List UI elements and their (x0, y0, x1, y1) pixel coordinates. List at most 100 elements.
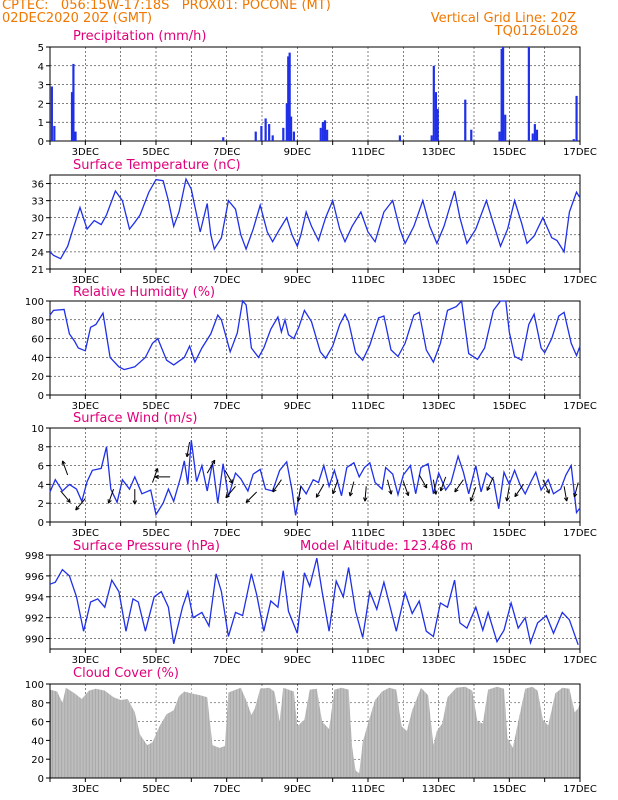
wind-arrow-head (134, 500, 137, 505)
cloud-ytick-label: 20 (31, 755, 44, 766)
precip-xtick-label: 15DEC (492, 147, 526, 158)
temperature-ytick-label: 33 (31, 197, 44, 208)
wind-arrow-shaft (573, 482, 579, 498)
precip-bar (436, 109, 439, 141)
precip-bar (575, 95, 578, 141)
wind-arrow-head (132, 500, 136, 505)
temperature-series-line (49, 177, 581, 260)
pressure-xtick-label: 17DEC (563, 655, 597, 666)
model-altitude: Model Altitude: 123.486 m (300, 539, 473, 554)
temperature-ytick-label: 24 (31, 248, 44, 259)
wind-arrow-head (154, 476, 159, 480)
precip-bar (74, 131, 77, 141)
precip-bar (533, 124, 536, 141)
precip-xtick-label: 11DEC (351, 147, 385, 158)
wind-arrow-shaft (364, 486, 367, 502)
precip-bar (268, 124, 271, 141)
wind-arrow-head (154, 474, 159, 478)
humidity-ytick-label: 40 (31, 353, 44, 364)
precip-frame (49, 46, 581, 142)
temperature-xtick-label: 5DEC (142, 275, 169, 286)
wind-xtick-label: 9DEC (284, 528, 311, 539)
cloud-ytick-label: 0 (38, 774, 44, 785)
wind-arrow-head (228, 480, 233, 484)
wind-arrow-shaft (151, 468, 159, 483)
precip-bar (53, 125, 56, 141)
pressure-title: Surface Pressure (hPa) (73, 539, 220, 554)
wind-arrow-shaft (297, 486, 302, 502)
precip-bar (572, 139, 575, 141)
wind-arrow-shaft (224, 470, 233, 484)
wind-ytick-label: 8 (38, 443, 44, 454)
pressure-ytick-label: 998 (25, 551, 44, 562)
wind-arrow-head (390, 490, 393, 495)
wind-arrow-shaft (454, 479, 464, 493)
cloud-xtick-label: 13DEC (422, 784, 456, 795)
wind-arrow-shaft (62, 460, 69, 476)
precip-bar (285, 103, 288, 141)
cloud-ytick-label: 80 (31, 699, 44, 710)
precip-bar (535, 129, 539, 141)
temperature-xtick-label: 17DEC (563, 275, 597, 286)
precip-bar (430, 135, 433, 141)
wind-arrow-head (514, 494, 519, 498)
header-code: TQ0126L028 (494, 24, 578, 39)
wind-arrow-shaft (349, 481, 355, 497)
humidity-ytick-label: 0 (38, 391, 44, 402)
wind-arrow-head (505, 497, 508, 502)
wind-arrow-head (440, 487, 444, 492)
pressure-xtick-label: 11DEC (351, 655, 385, 666)
temperature-ytick-label: 30 (31, 214, 44, 225)
humidity-ytick-label: 60 (31, 335, 44, 346)
cloud-xtick-label: 9DEC (284, 784, 311, 795)
wind-arrow-head (545, 490, 550, 494)
cloud-panel (46, 683, 581, 782)
precip-bar (222, 137, 225, 141)
precip-bar (323, 120, 327, 141)
temperature-panel (46, 174, 581, 273)
wind-ytick-label: 4 (38, 480, 44, 491)
pressure-ytick-label: 994 (25, 593, 44, 604)
wind-arrow-head (563, 497, 568, 502)
wind-xtick-label: 13DEC (422, 528, 456, 539)
precip-xtick-label: 7DEC (213, 147, 240, 158)
precip-ytick-label: 4 (38, 62, 44, 73)
temperature-xtick-label: 7DEC (213, 275, 240, 286)
precip-bar (50, 86, 53, 141)
precip-bar (288, 52, 291, 141)
temperature-title: Surface Temperature (nC) (73, 158, 241, 173)
pressure-xtick-label: 5DEC (142, 655, 169, 666)
wind-arrow-shaft (506, 486, 510, 502)
wind-xtick-label: 17DEC (563, 528, 597, 539)
humidity-xtick-label: 17DEC (563, 401, 597, 412)
wind-title: Surface Wind (m/s) (73, 411, 197, 426)
wind-arrow-shaft (186, 442, 191, 457)
precip-ytick-label: 0 (38, 137, 44, 148)
wind-arrow-head (225, 493, 228, 498)
wind-arrow-shaft (386, 479, 392, 495)
wind-arrow-shaft (315, 484, 325, 498)
cloud-title: Cloud Cover (%) (73, 666, 179, 681)
precip-bar (254, 131, 257, 141)
precip-xtick-label: 5DEC (142, 147, 169, 158)
humidity-xtick-label: 5DEC (142, 401, 169, 412)
wind-ytick-label: 10 (31, 424, 44, 435)
wind-arrow-head (154, 468, 158, 472)
wind-arrow-shaft (486, 476, 494, 491)
cloud-cover-area (50, 686, 580, 778)
wind-arrow-head (573, 493, 578, 498)
humidity-title: Relative Humidity (%) (73, 285, 215, 300)
cloud-xtick-label: 5DEC (142, 784, 169, 795)
precip-bar (498, 131, 501, 141)
wind-ytick-label: 2 (38, 499, 44, 510)
precip-xtick-label: 13DEC (422, 147, 456, 158)
wind-arrow-shaft (514, 484, 524, 497)
humidity-xtick-label: 11DEC (351, 401, 385, 412)
temperature-frame (49, 174, 581, 270)
wind-xtick-label: 5DEC (142, 528, 169, 539)
pressure-ytick-label: 992 (25, 614, 44, 625)
precip-ytick-label: 2 (38, 99, 44, 110)
temperature-xtick-label: 13DEC (422, 275, 456, 286)
wind-arrow-head (349, 492, 353, 497)
precip-bar (501, 47, 505, 141)
